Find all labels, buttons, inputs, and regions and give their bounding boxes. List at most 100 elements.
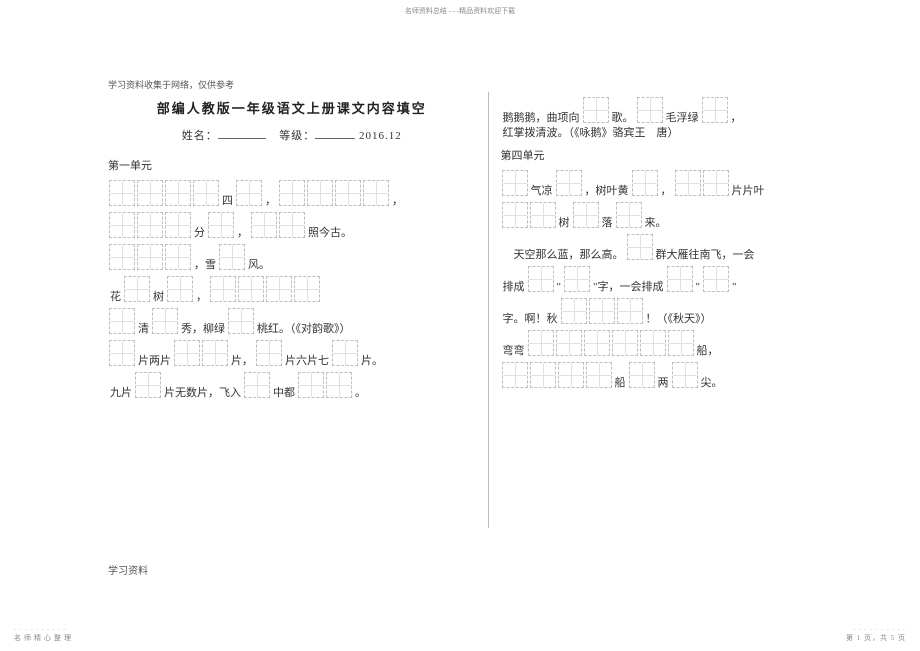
body-text: ， — [392, 196, 403, 207]
body-text: 。 — [355, 388, 366, 399]
fill-box — [616, 202, 642, 228]
body-text: 片六片七 — [285, 356, 329, 367]
fill-box — [617, 298, 643, 324]
body-text: ， — [731, 113, 742, 124]
fill-box — [137, 212, 163, 238]
fill-box — [279, 212, 305, 238]
fill-box — [627, 234, 653, 260]
body-text: 船 — [615, 378, 626, 389]
body-text: ， — [661, 186, 672, 197]
fill-box — [637, 97, 663, 123]
body-text: 花 — [110, 292, 121, 303]
body-text: ，雪 — [194, 260, 216, 271]
fill-box — [583, 97, 609, 123]
fill-box — [165, 180, 191, 206]
fill-box — [667, 266, 693, 292]
fill-box — [167, 276, 193, 302]
content-line: 气凉，树叶黄，片片叶 — [501, 169, 869, 197]
fill-box — [573, 202, 599, 228]
fill-box — [124, 276, 150, 302]
body-text: 毛浮绿 — [666, 113, 699, 124]
footer-left: 名师精心整理 — [14, 633, 74, 643]
fill-box — [528, 330, 554, 356]
body-text: 风。 — [248, 260, 270, 271]
fill-box — [137, 180, 163, 206]
content-line: 树落来。 — [501, 201, 869, 229]
content-line: 弯弯船， — [501, 329, 869, 357]
content-line: 红掌拨清波。（《咏鹅》骆宾王 唐） — [501, 128, 869, 139]
body-text: 秀，柳绿 — [181, 324, 225, 335]
fill-box — [703, 170, 729, 196]
fill-box — [335, 180, 361, 206]
body-text: ， — [196, 292, 207, 303]
body-text: 树 — [153, 292, 164, 303]
fill-box — [589, 298, 615, 324]
body-text: ， — [265, 196, 276, 207]
fill-box — [109, 340, 135, 366]
body-text: 尖。 — [701, 378, 723, 389]
fill-box — [244, 372, 270, 398]
content-line: 九片片无数片，飞入中都。 — [108, 371, 476, 399]
body-text: 照今古。 — [308, 228, 352, 239]
body-text: 片无数片，飞入 — [164, 388, 241, 399]
content-line: 片两片片，片六片七片。 — [108, 339, 476, 367]
fill-box — [584, 330, 610, 356]
study-material-mark: 学习资料 — [108, 562, 148, 577]
fill-box — [165, 244, 191, 270]
body-text: 气凉 — [531, 186, 553, 197]
fill-box — [228, 308, 254, 334]
content-line: 天空那么蓝，那么高。群大雁往南飞，一会 — [501, 233, 869, 261]
fill-box — [219, 244, 245, 270]
collection-note: 学习资料收集于网络，仅供参考 — [108, 78, 234, 91]
body-text: 字。啊！秋 — [503, 314, 558, 325]
section-unit4: 第四单元 — [501, 147, 869, 163]
body-text: 红掌拨清波。（《咏鹅》骆宾王 唐） — [503, 128, 679, 139]
fill-box — [202, 340, 228, 366]
date-text: 2016.12 — [359, 130, 402, 142]
top-note: 名师资料总结 - - -精品资料欢迎下载 — [0, 6, 920, 16]
fill-box — [668, 330, 694, 356]
fill-box — [307, 180, 333, 206]
fill-box — [332, 340, 358, 366]
fill-box — [632, 170, 658, 196]
content-line: 船两尖。 — [501, 361, 869, 389]
fill-box — [256, 340, 282, 366]
fill-box — [703, 266, 729, 292]
fill-box — [109, 244, 135, 270]
body-text: 树 — [559, 218, 570, 229]
fill-box — [612, 330, 638, 356]
fill-box — [702, 97, 728, 123]
body-text: "字，一会排成 — [593, 282, 664, 293]
fill-box — [502, 170, 528, 196]
fill-box — [266, 276, 292, 302]
fill-box — [236, 180, 262, 206]
fill-box — [629, 362, 655, 388]
fill-box — [208, 212, 234, 238]
body-text: 九片 — [110, 388, 132, 399]
body-text: 分 — [194, 228, 205, 239]
fill-box — [528, 266, 554, 292]
fill-box — [672, 362, 698, 388]
body-text: 四 — [222, 196, 233, 207]
grade-blank — [315, 127, 355, 139]
fill-box — [530, 362, 556, 388]
fill-box — [152, 308, 178, 334]
fill-box — [109, 308, 135, 334]
body-text: 船， — [697, 346, 719, 357]
fill-box — [502, 202, 528, 228]
fill-box — [556, 170, 582, 196]
two-column-layout: 部编人教版一年级语文上册课文内容填空 姓名： 等级： 2016.12 第一单元 … — [108, 92, 868, 528]
body-text: 落 — [602, 218, 613, 229]
fill-box — [165, 212, 191, 238]
fill-box — [279, 180, 305, 206]
section-unit1: 第一单元 — [108, 157, 476, 173]
body-text: 片片叶 — [732, 186, 765, 197]
body-text: 排成 — [503, 282, 525, 293]
body-text: 群大雁往南飞，一会 — [656, 250, 755, 261]
body-text: 歌。 — [612, 113, 634, 124]
content-line: 字。啊！秋！（《秋天》） — [501, 297, 869, 325]
content-line: 分，照今古。 — [108, 211, 476, 239]
fill-box — [640, 330, 666, 356]
fill-box — [530, 202, 556, 228]
fill-box — [558, 362, 584, 388]
